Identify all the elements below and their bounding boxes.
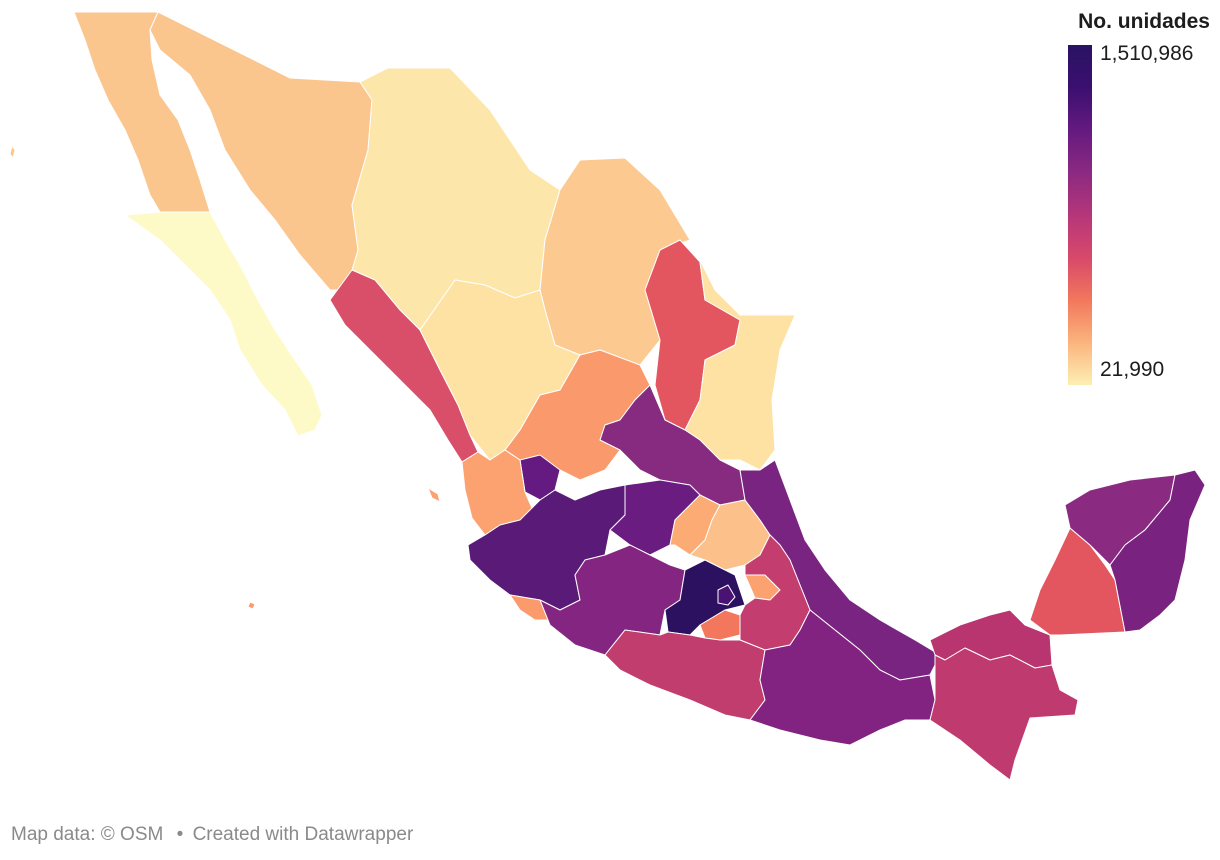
state-baja-california-island[interactable] [9, 145, 16, 159]
legend-min-label: 21,990 [1100, 358, 1165, 381]
legend-title: No. unidades [1078, 10, 1210, 33]
attribution: Map data: © OSM • Created with Datawrapp… [11, 824, 413, 846]
attribution-map-data[interactable]: Map data: © OSM [11, 824, 164, 845]
attribution-created-with[interactable]: Created with Datawrapper [192, 824, 414, 845]
state-quintana-roo[interactable] [1109, 469, 1206, 633]
state-michoacan[interactable] [539, 544, 686, 656]
legend-color-scale [1068, 45, 1092, 385]
state-baja-california-sur[interactable] [124, 211, 323, 437]
state-sinaloa[interactable] [329, 269, 479, 463]
state-guerrero[interactable] [604, 629, 766, 721]
state-chiapas[interactable] [929, 647, 1079, 781]
state-nayarit-island[interactable] [427, 487, 441, 503]
state-colima[interactable] [509, 594, 549, 621]
state-cdmx[interactable] [717, 584, 736, 606]
attribution-separator: • [176, 824, 184, 845]
state-colima-island[interactable] [247, 601, 256, 610]
legend-max-label: 1,510,986 [1100, 42, 1194, 65]
